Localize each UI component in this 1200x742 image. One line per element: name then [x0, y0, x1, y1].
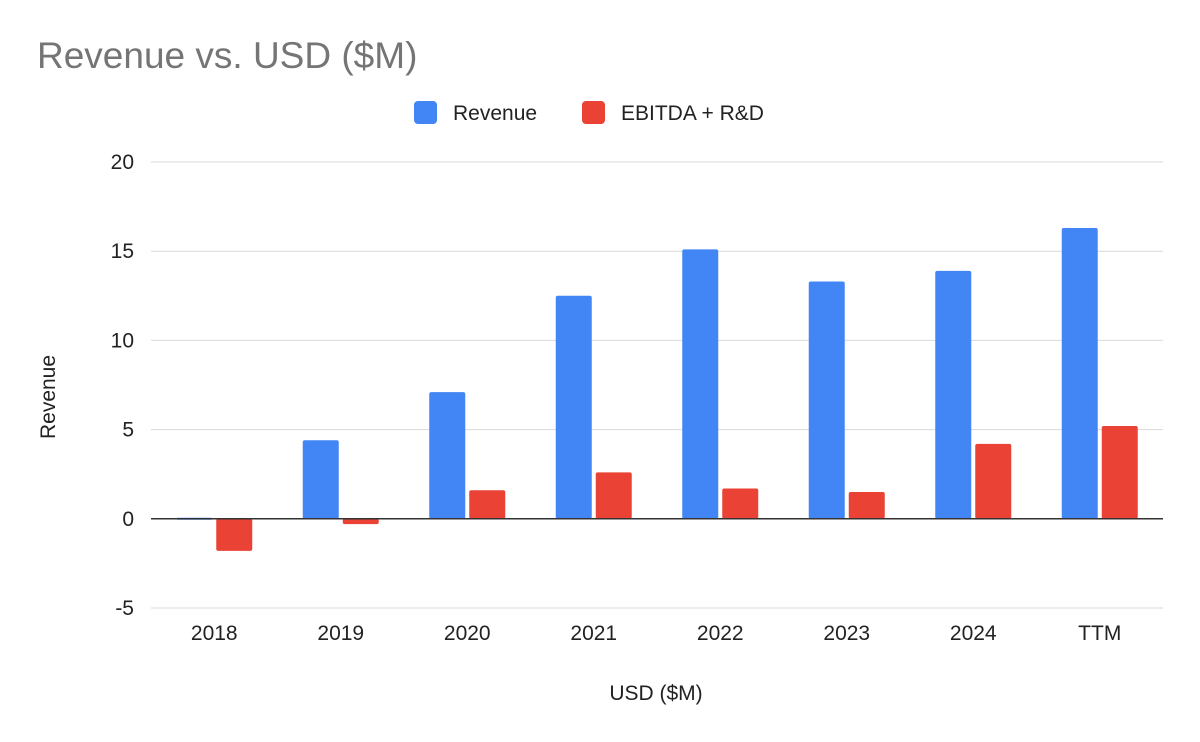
x-tick-label: 2019	[317, 622, 364, 645]
y-axis-title: Revenue	[37, 355, 60, 439]
x-tick-label: TTM	[1078, 622, 1121, 645]
x-tick-label: 2018	[191, 622, 238, 645]
bar-ebitda-r-d-2020	[469, 490, 506, 519]
legend-swatch-ebitda-rd	[582, 101, 605, 124]
chart-title: Revenue vs. USD ($M)	[37, 35, 418, 76]
bar-revenue-2019	[302, 440, 339, 519]
x-tick-label: 2021	[570, 622, 617, 645]
x-tick-label: 2022	[697, 622, 744, 645]
bars	[176, 228, 1138, 551]
bar-revenue-2021	[555, 295, 592, 519]
bar-revenue-2024	[935, 270, 972, 519]
legend: Revenue EBITDA + R&D	[414, 101, 764, 125]
x-tick-label: 2020	[444, 622, 491, 645]
bar-ebitda-r-d-2018	[216, 518, 253, 551]
x-tick-label: 2023	[823, 622, 870, 645]
bar-revenue-2020	[429, 392, 466, 519]
y-tick-label: -5	[115, 597, 134, 620]
x-tick-label: 2024	[950, 622, 997, 645]
legend-label-ebitda-rd: EBITDA + R&D	[621, 102, 764, 125]
bar-ebitda-r-d-2021	[595, 472, 632, 519]
bar-revenue-2023	[808, 281, 845, 519]
bar-revenue-2022	[682, 249, 719, 519]
bar-ebitda-r-d-ttm	[1101, 426, 1138, 519]
bar-ebitda-r-d-2024	[975, 443, 1012, 519]
x-axis-ticks: 2018 2019 2020 2021 2022 2023 2024 TTM	[191, 622, 1121, 645]
legend-swatch-revenue	[414, 101, 437, 124]
bar-revenue-ttm	[1061, 228, 1098, 519]
y-tick-label: 15	[111, 240, 134, 263]
y-tick-label: 5	[122, 419, 134, 442]
gridlines	[151, 161, 1163, 609]
bar-ebitda-r-d-2023	[848, 492, 885, 519]
y-axis-ticks: 20 15 10 5 0 -5	[111, 151, 134, 620]
x-axis-title: USD ($M)	[609, 682, 702, 705]
y-tick-label: 10	[111, 329, 134, 352]
y-tick-label: 20	[111, 151, 134, 174]
bar-ebitda-r-d-2019	[342, 518, 379, 525]
legend-label-revenue: Revenue	[453, 102, 537, 125]
y-tick-label: 0	[122, 508, 134, 531]
bar-ebitda-r-d-2022	[722, 488, 759, 519]
